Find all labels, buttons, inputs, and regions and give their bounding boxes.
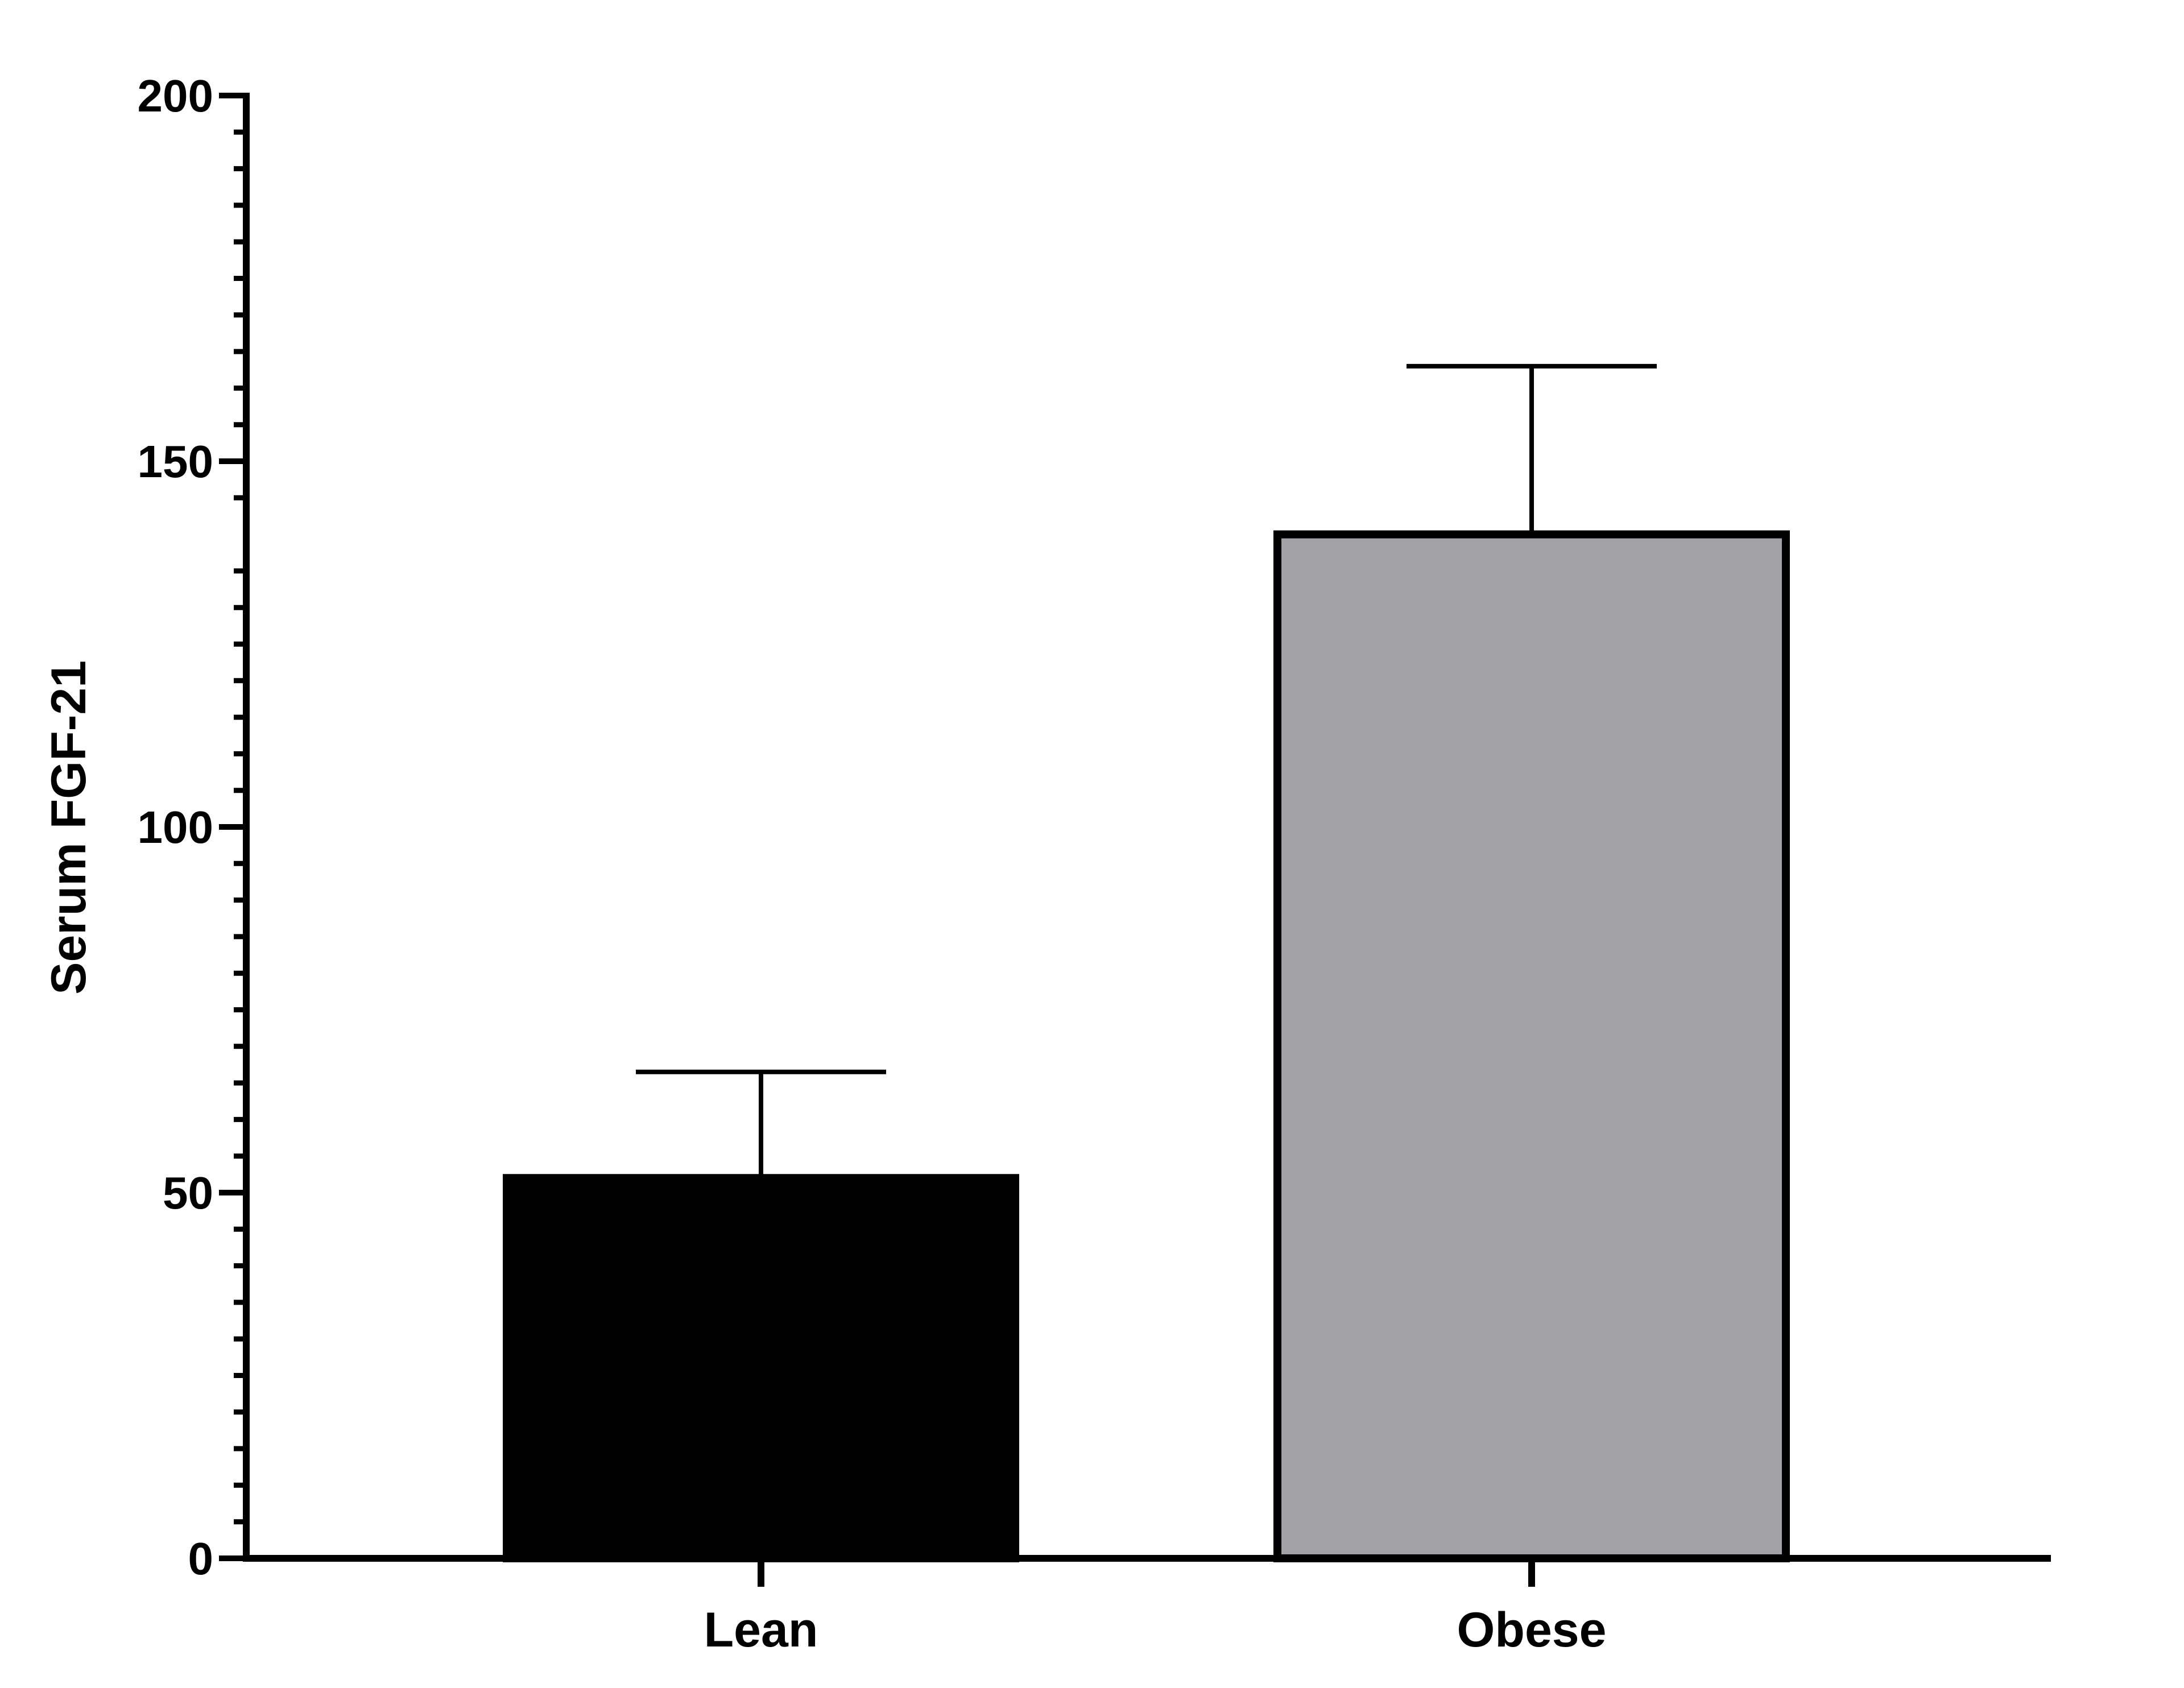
y-tick-label: 100 xyxy=(138,802,213,853)
bar xyxy=(1273,530,1790,1562)
bar xyxy=(503,1174,1019,1562)
x-tick-label: Obese xyxy=(1457,1603,1607,1657)
y-tick-label: 150 xyxy=(138,436,213,487)
y-axis-title: Serum FGF-21 xyxy=(42,660,96,995)
y-tick-label: 50 xyxy=(163,1168,213,1218)
x-tick-label: Lean xyxy=(704,1603,818,1657)
y-tick-label: 200 xyxy=(138,71,213,121)
y-tick-label: 0 xyxy=(188,1533,214,1584)
